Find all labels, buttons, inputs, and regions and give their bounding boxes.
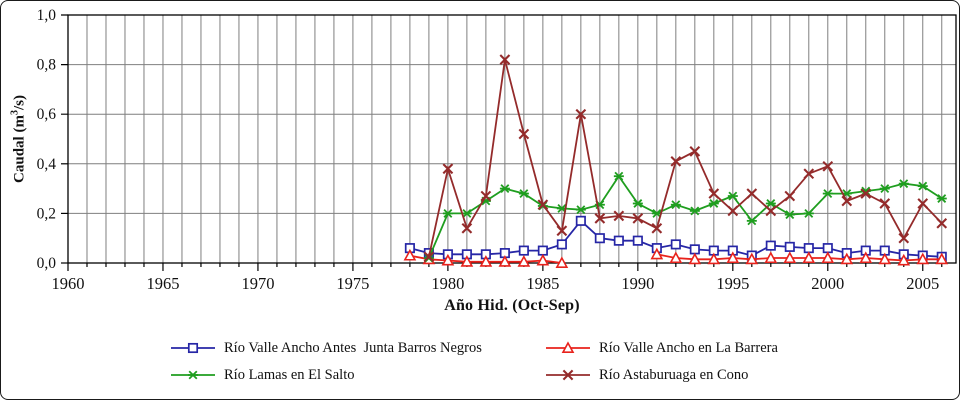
- y-axis-title: Caudal (m3/s): [10, 95, 29, 183]
- svg-text:1990: 1990: [621, 274, 654, 293]
- svg-text:1985: 1985: [526, 274, 559, 293]
- legend-label: Río Valle Ancho en La Barrera: [599, 340, 778, 356]
- y-axis-title-units: /s): [11, 95, 28, 111]
- legend-item-valle-ancho-la-barrera: Río Valle Ancho en La Barrera: [544, 340, 778, 356]
- y-axis-title-text: Caudal (m: [11, 115, 28, 183]
- svg-text:2005: 2005: [906, 274, 939, 293]
- series-3: [423, 54, 948, 263]
- svg-text:0,6: 0,6: [37, 106, 57, 123]
- axes: [61, 14, 957, 271]
- legend-label: Río Valle Ancho Antes Junta Barros Negro…: [224, 340, 482, 356]
- svg-text:1975: 1975: [336, 274, 369, 293]
- svg-text:1,0: 1,0: [37, 7, 57, 24]
- legend-item-valle-ancho-antes-junta: Río Valle Ancho Antes Junta Barros Negro…: [169, 340, 482, 356]
- y-axis-title-superscript: 3: [9, 110, 21, 116]
- svg-text:0,2: 0,2: [37, 205, 56, 222]
- svg-text:2000: 2000: [811, 274, 844, 293]
- legend-item-lamas-el-salto: Río Lamas en El Salto: [169, 367, 354, 383]
- legend-marker-darkred-x: [546, 369, 590, 381]
- svg-text:1980: 1980: [431, 274, 464, 293]
- svg-text:0,4: 0,4: [37, 156, 57, 173]
- legend-marker-red-triangle: [546, 341, 590, 353]
- legend-marker-blue-square: [171, 342, 215, 354]
- svg-text:1970: 1970: [241, 274, 274, 293]
- svg-text:1995: 1995: [716, 274, 749, 293]
- x-axis-title: Año Hid. (Oct-Sep): [444, 297, 580, 314]
- svg-text:1965: 1965: [146, 274, 179, 293]
- series-1: [403, 247, 949, 269]
- legend-item-astaburuaga-cono: Río Astaburuaga en Cono: [544, 367, 748, 383]
- gridlines: [67, 15, 956, 263]
- legend-label: Río Lamas en El Salto: [224, 367, 355, 383]
- series-2: [423, 171, 947, 263]
- legend-label: Río Astaburuaga en Cono: [599, 367, 749, 383]
- svg-text:1960: 1960: [52, 274, 85, 293]
- svg-text:0,0: 0,0: [37, 255, 57, 272]
- tick-labels: 1960 1965 1970 1975 1980 1985 1990 1995 2000 2005…: [37, 7, 940, 293]
- legend-marker-green-asterisk: [171, 370, 215, 380]
- svg-text:0,8: 0,8: [37, 57, 57, 74]
